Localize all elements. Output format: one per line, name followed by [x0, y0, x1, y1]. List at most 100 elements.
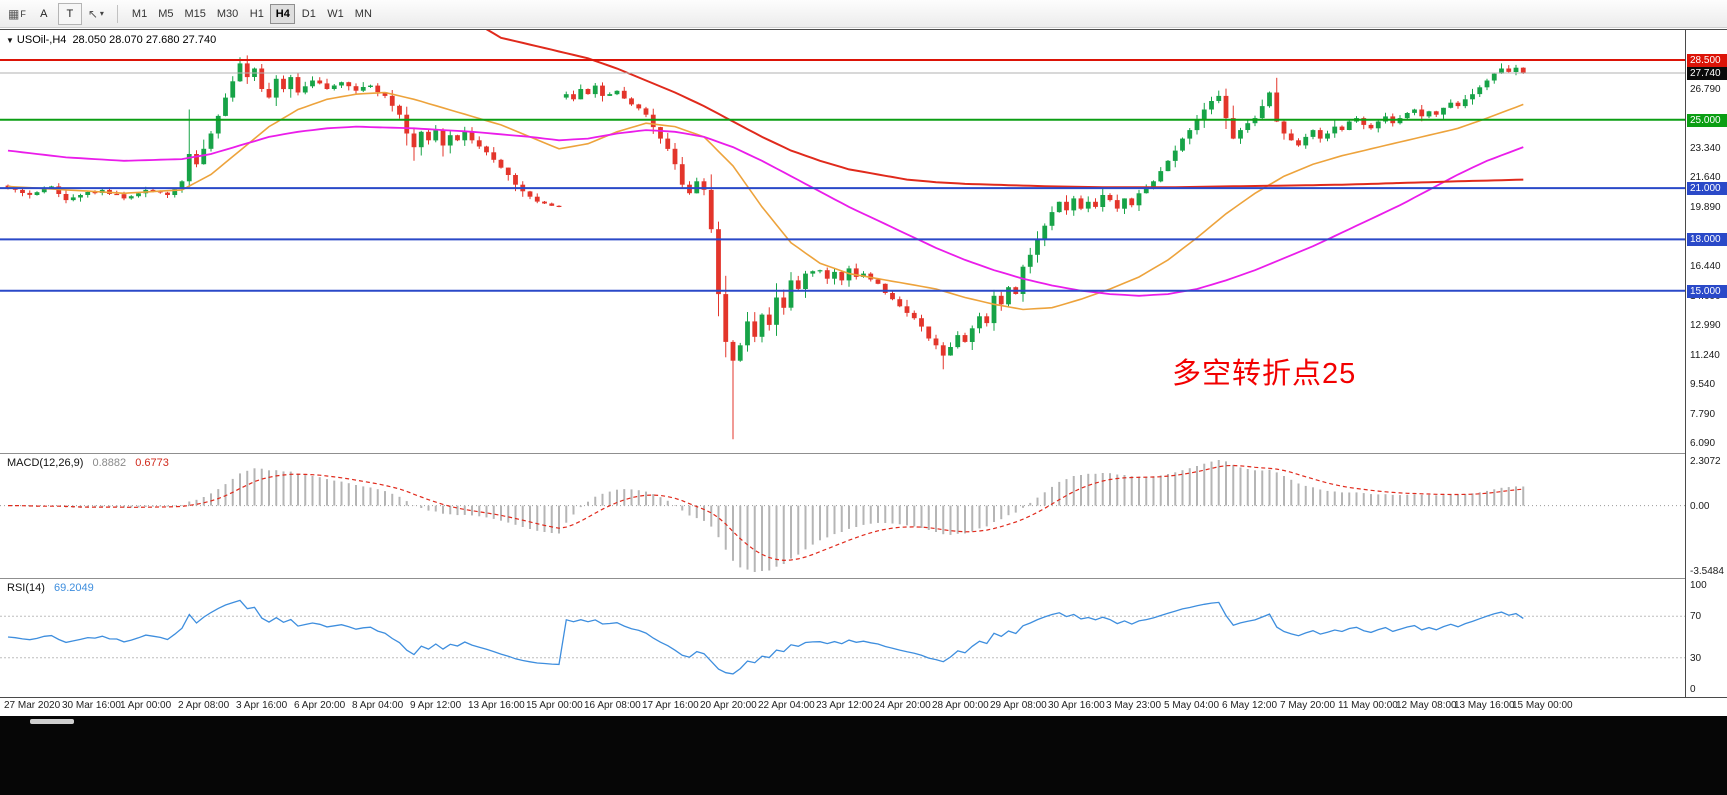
timeframe-button-m15[interactable]: M15	[179, 4, 210, 24]
text-a-button[interactable]: A	[32, 3, 56, 25]
time-axis-label: 28 Apr 00:00	[932, 700, 989, 711]
time-axis-label: 6 Apr 20:00	[294, 700, 346, 711]
price-tick-label: 26.790	[1690, 84, 1721, 95]
timeframe-button-h1[interactable]: H1	[244, 4, 269, 24]
price-level-tag: 28.500	[1687, 54, 1727, 67]
timeframe-button-w1[interactable]: W1	[322, 4, 349, 24]
timeframe-button-d1[interactable]: D1	[296, 4, 321, 24]
time-axis-label: 15 May 00:00	[1512, 700, 1573, 711]
price-tick-label: 21.640	[1690, 172, 1721, 183]
rsi-panel-separator[interactable]	[0, 578, 1727, 579]
macd-indicator-plot[interactable]	[0, 454, 1685, 578]
bottom-bar	[0, 716, 1727, 795]
rsi-scale-label: 0	[1690, 684, 1696, 695]
time-axis-label: 1 Apr 00:00	[120, 700, 172, 711]
ohlc-values: 28.050 28.070 27.680 27.740	[72, 34, 217, 46]
price-tick-label: 11.240	[1690, 350, 1720, 361]
time-axis-label: 24 Apr 20:00	[874, 700, 931, 711]
bid-price-tag: 27.740	[1687, 67, 1727, 80]
chevron-down-icon: ▾	[99, 9, 104, 18]
pattern-button[interactable]: ▦ F	[4, 3, 30, 25]
rsi-scale-label: 30	[1690, 653, 1702, 664]
toolbar-separator	[116, 4, 118, 23]
price-level-tag: 25.000	[1687, 114, 1727, 127]
rsi-indicator-plot[interactable]	[0, 579, 1685, 697]
letter-a-icon: A	[40, 7, 48, 20]
macd-scale-min: -3.5484	[1690, 566, 1724, 577]
time-axis-label: 13 May 16:00	[1454, 700, 1515, 711]
time-axis-label: 3 May 23:00	[1106, 700, 1162, 711]
grid-pattern-icon: ▦	[8, 6, 20, 21]
cursor-dropdown-button[interactable]: ↖ ▾	[84, 3, 108, 25]
time-axis-label: 30 Mar 16:00	[62, 700, 121, 711]
rsi-scale-label: 100	[1690, 580, 1707, 591]
letter-t-icon: T	[66, 7, 74, 20]
text-t-button[interactable]: T	[57, 2, 82, 25]
macd-svg	[0, 460, 1685, 572]
macd-histogram	[14, 460, 1525, 572]
main-price-svg	[0, 19, 1685, 440]
rsi-name: RSI(14)	[7, 582, 45, 594]
time-axis-label: 6 May 12:00	[1222, 700, 1278, 711]
time-axis-label: 12 May 08:00	[1396, 700, 1457, 711]
toolbar: ▦ F A T ↖ ▾ M1 M5 M15 M30 H1 H4 D1 W1 MN	[0, 0, 1727, 28]
price-tick-label: 16.440	[1690, 261, 1721, 272]
price-tick-label: 12.990	[1690, 320, 1721, 331]
macd-panel-separator[interactable]	[0, 453, 1727, 454]
rsi-svg	[0, 599, 1685, 675]
time-axis-border	[0, 697, 1727, 698]
candles-layer	[5, 55, 1526, 440]
price-level-tag: 21.000	[1687, 182, 1727, 195]
price-tick-label: 7.790	[1690, 409, 1716, 420]
ma-slow-line	[471, 19, 1524, 189]
time-axis-label: 22 Apr 04:00	[758, 700, 815, 711]
time-axis-label: 27 Mar 2020	[4, 700, 61, 711]
rsi-line	[7, 599, 1524, 675]
time-axis-label: 23 Apr 12:00	[816, 700, 873, 711]
chart-menu-icon[interactable]: ▼	[6, 36, 14, 45]
price-tick-label: 9.540	[1690, 379, 1716, 390]
symbol-period-label: USOil-,H4	[16, 34, 67, 46]
price-tick-label: 19.890	[1690, 202, 1721, 213]
timeframe-button-m30[interactable]: M30	[212, 4, 243, 24]
time-axis-label: 3 Apr 16:00	[236, 700, 288, 711]
time-axis-label: 15 Apr 00:00	[526, 700, 583, 711]
price-level-tag: 18.000	[1687, 233, 1727, 246]
timeframe-button-m5[interactable]: M5	[153, 4, 178, 24]
macd-label: MACD(12,26,9) 0.8882 0.6773	[7, 457, 169, 469]
time-axis-label: 2 Apr 08:00	[178, 700, 230, 711]
price-scale[interactable]: 26.79023.34021.64019.89016.44014.69012.9…	[1685, 30, 1727, 697]
time-axis-label: 29 Apr 08:00	[990, 700, 1047, 711]
macd-signal-line	[8, 464, 1524, 562]
time-axis-label: 11 May 00:00	[1338, 700, 1398, 711]
ma-fast-line	[7, 91, 1524, 311]
chart-annotation-text[interactable]: 多空转折点25	[1172, 358, 1357, 390]
timeframe-button-m1[interactable]: M1	[127, 4, 152, 24]
chart-top-border	[0, 29, 1727, 30]
time-axis-label: 9 Apr 12:00	[410, 700, 462, 711]
time-axis-label: 5 May 04:00	[1164, 700, 1220, 711]
price-tick-label: 6.090	[1690, 438, 1716, 449]
timeframe-group: M1 M5 M15 M30 H1 H4 D1 W1 MN	[127, 3, 377, 24]
time-axis-label: 30 Apr 16:00	[1048, 700, 1105, 711]
macd-signal-value: 0.6773	[135, 457, 169, 469]
price-level-tag: 15.000	[1687, 285, 1727, 298]
macd-name: MACD(12,26,9)	[7, 457, 84, 469]
time-axis-label: 16 Apr 08:00	[584, 700, 641, 711]
time-axis-label: 20 Apr 20:00	[700, 700, 757, 711]
rsi-label: RSI(14) 69.2049	[7, 582, 94, 594]
ma-mid-line	[7, 125, 1524, 297]
time-axis[interactable]: 27 Mar 2020 30 Mar 16:00 1 Apr 00:00 2 Apr …	[0, 698, 1727, 715]
chart-title: ▼ USOil-,H4 28.050 28.070 27.680 27.740	[6, 34, 216, 46]
bottom-bar-notch	[30, 719, 74, 724]
macd-main-value: 0.8882	[92, 457, 127, 469]
rsi-scale-label: 70	[1690, 611, 1702, 622]
macd-scale-zero: 0.00	[1690, 501, 1710, 512]
timeframe-button-mn[interactable]: MN	[350, 4, 377, 24]
main-chart-plot[interactable]	[0, 19, 1685, 453]
rsi-value: 69.2049	[53, 582, 94, 594]
timeframe-button-h4[interactable]: H4	[270, 3, 296, 24]
price-tick-label: 23.340	[1690, 143, 1721, 154]
time-axis-label: 17 Apr 16:00	[642, 700, 699, 711]
